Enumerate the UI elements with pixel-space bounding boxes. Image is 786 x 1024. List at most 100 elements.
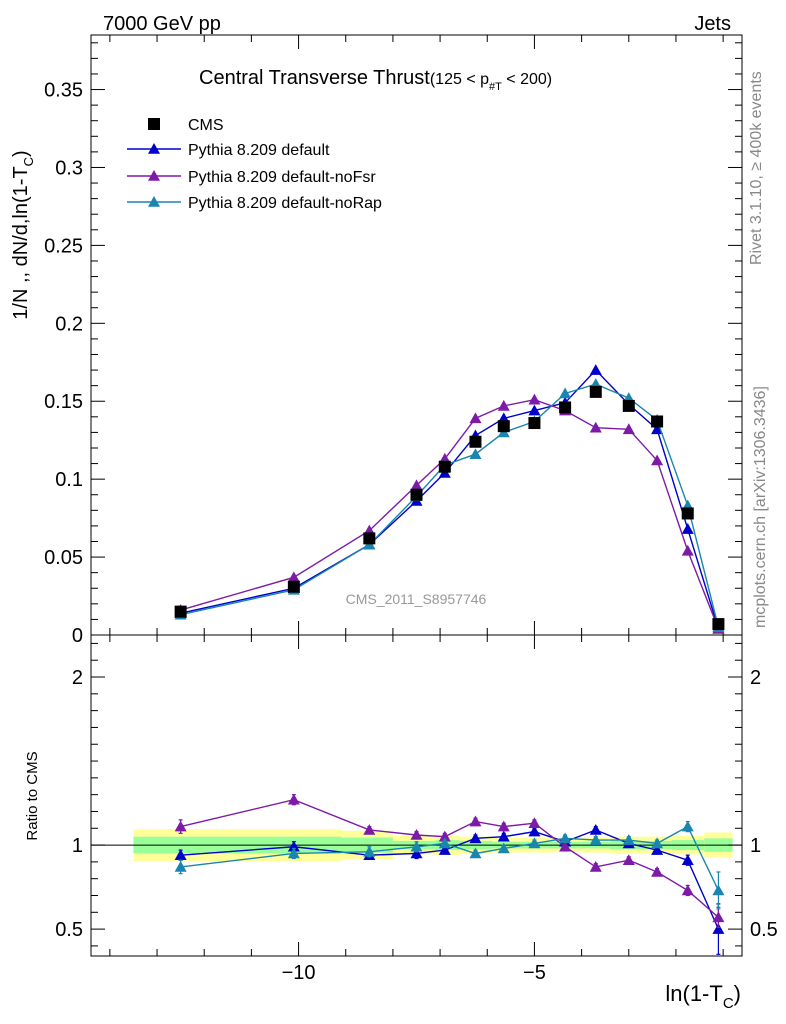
chart-title: Central Transverse Thrust(125 < p#T < 20… <box>199 67 552 93</box>
ratio-point-noFsr <box>712 911 725 923</box>
ratio-y-label: Ratio to CMS <box>24 751 41 840</box>
main-point-cms <box>712 618 725 631</box>
main-line-default <box>180 369 720 629</box>
ratio-point-noFsr <box>651 865 664 877</box>
main-point-cms <box>469 435 482 448</box>
ratio-point-noRap <box>622 834 635 845</box>
ratio-point-default <box>712 923 725 934</box>
ratio-point-noRap <box>712 884 725 896</box>
main-point-cms <box>559 401 572 414</box>
ratio-point-noFsr <box>438 830 451 842</box>
ratio-point-default <box>651 844 664 855</box>
ratio-point-noRap <box>287 847 300 859</box>
main-point-noFsr <box>287 571 300 583</box>
ratio-point-default <box>497 830 510 842</box>
ratio-frame <box>90 634 743 957</box>
ratio-point-noRap <box>410 840 423 852</box>
legend-marker-default <box>148 143 160 154</box>
main-point-noFsr <box>497 399 510 411</box>
main-series <box>174 364 725 634</box>
main-point-cms <box>438 460 451 473</box>
ratio-point-noRap <box>174 860 187 872</box>
ratio-y-tick-label: 2 <box>72 667 83 689</box>
ratio-y-tick-label-right: 0.5 <box>750 919 778 941</box>
ratio-y-axis: 0.5 0.5 1 1 2 2 <box>55 642 778 947</box>
x-axis-label: ln(1-TC) <box>665 981 741 1012</box>
ratio-series <box>174 793 725 955</box>
ratio-point-noFsr <box>559 840 572 852</box>
main-y-label: 1/N ,, dN/d,ln(1-TC) <box>10 150 36 319</box>
main-point-noFsr <box>681 544 694 556</box>
ratio-point-noRap <box>469 847 482 859</box>
main-point-noFsr <box>622 423 635 435</box>
ratio-line-noFsr <box>180 798 719 918</box>
main-y-tick-label: 0.15 <box>44 391 83 413</box>
ratio-point-default <box>589 823 602 835</box>
legend-label-noRap: Pythia 8.209 default-noRap <box>188 195 382 212</box>
main-point-noRap <box>559 387 572 399</box>
legend-label-noFsr: Pythia 8.209 default-noFsr <box>188 169 376 186</box>
ratio-point-default <box>174 849 187 860</box>
ratio-line-noRap <box>180 825 720 891</box>
ratio-point-default <box>410 847 423 859</box>
main-y-tick-label: 0.3 <box>55 157 83 179</box>
x-tick-label: −10 <box>282 962 316 984</box>
legend-marker-noRap <box>148 196 160 207</box>
ratio-y-tick-label: 1 <box>72 835 83 857</box>
main-point-noFsr <box>410 479 423 491</box>
main-point-default <box>589 364 602 375</box>
ratio-point-noFsr <box>589 860 602 872</box>
header-left: 7000 GeV pp <box>103 13 221 35</box>
main-point-cms <box>528 417 541 430</box>
main-y-tick-label: 0.35 <box>44 80 83 102</box>
ratio-point-noFsr <box>410 828 423 840</box>
ratio-y-tick-label: 0.5 <box>55 919 83 941</box>
main-point-cms <box>363 532 376 545</box>
ratio-point-default <box>469 832 482 844</box>
mcplots-label: mcplots.cern.ch [arXiv:1306.3436] <box>752 386 769 628</box>
header-right: Jets <box>694 13 731 35</box>
main-point-cms <box>681 507 694 520</box>
ratio-point-noFsr <box>363 823 376 835</box>
ratio-point-noFsr <box>174 820 187 832</box>
ratio-point-default <box>681 854 694 866</box>
ratio-point-noRap <box>438 837 451 849</box>
main-point-cms <box>287 580 300 593</box>
rivet-label: Rivet 3.1.10, ≥ 400k events <box>748 71 765 265</box>
main-y-tick-label: 0.05 <box>44 547 83 569</box>
main-point-cms <box>622 399 635 412</box>
ratio-point-noFsr <box>528 817 541 829</box>
main-point-noFsr <box>589 421 602 433</box>
ratio-point-noFsr <box>469 815 482 827</box>
main-y-tick-label: 0.1 <box>55 469 83 491</box>
ratio-point-noRap <box>559 832 572 844</box>
legend-label-default: Pythia 8.209 default <box>188 142 330 159</box>
main-point-noFsr <box>528 393 541 405</box>
legend-marker-noFsr <box>148 170 160 181</box>
ratio-line-default <box>180 829 720 930</box>
ratio-point-noRap <box>363 845 376 857</box>
ratio-point-default <box>528 825 541 837</box>
watermark: CMS_2011_S8957746 <box>346 591 487 607</box>
main-line-noFsr <box>180 398 720 630</box>
x-tick-label: −5 <box>523 962 546 984</box>
ratio-point-noRap <box>497 842 510 854</box>
ratio-point-noFsr <box>287 793 300 805</box>
main-point-cms <box>589 385 602 398</box>
main-point-cms <box>174 605 187 618</box>
main-x-ticks <box>109 35 724 635</box>
ratio-panel: 0.5 0.5 1 1 2 2 −10 −5 <box>55 634 778 984</box>
main-point-cms <box>497 420 510 433</box>
ratio-y-tick-label-right: 2 <box>750 667 761 689</box>
ratio-point-noFsr <box>681 884 694 896</box>
main-y-axis: 0 0.05 0.1 0.15 0.2 0.25 0.3 0.35 <box>44 42 742 647</box>
main-point-default <box>681 523 694 534</box>
main-point-noFsr <box>469 412 482 424</box>
ratio-point-noRap <box>589 834 602 845</box>
ratio-point-noFsr <box>622 854 635 866</box>
main-point-noRap <box>469 448 482 460</box>
ratio-point-noRap <box>681 820 694 832</box>
main-point-cms <box>410 488 423 501</box>
ratio-point-default <box>438 844 451 855</box>
legend: CMS Pythia 8.209 default Pythia 8.209 defa… <box>127 117 382 212</box>
